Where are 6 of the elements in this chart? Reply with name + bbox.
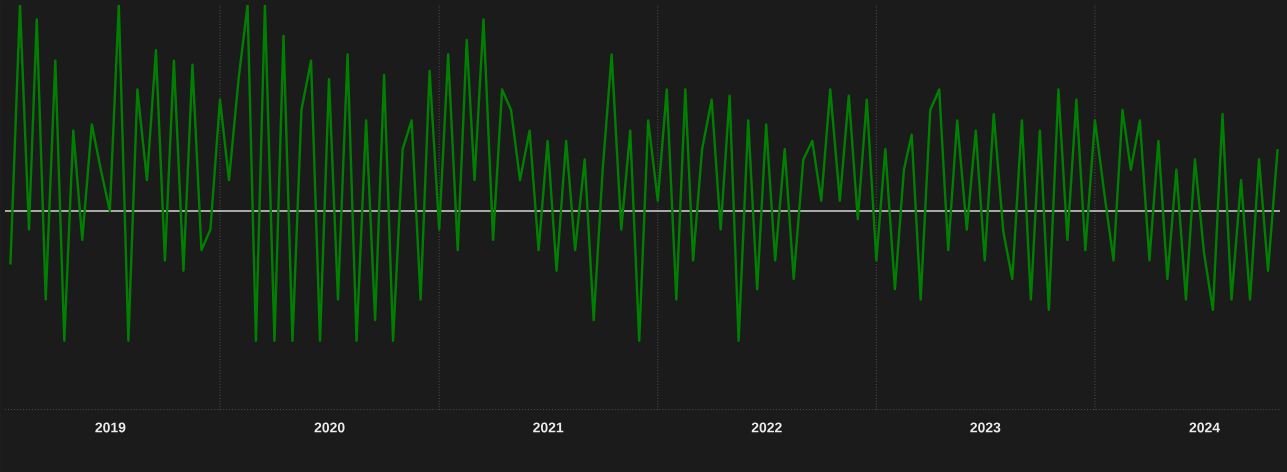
x-tick-label: 2024 [1189,422,1220,433]
x-tick-label: 2021 [533,422,564,433]
x-tick-label: 2023 [970,422,1001,433]
x-tick-label: 2020 [314,422,345,433]
x-tick-label: 2022 [751,422,782,433]
x-tick-label: 2019 [95,422,126,433]
